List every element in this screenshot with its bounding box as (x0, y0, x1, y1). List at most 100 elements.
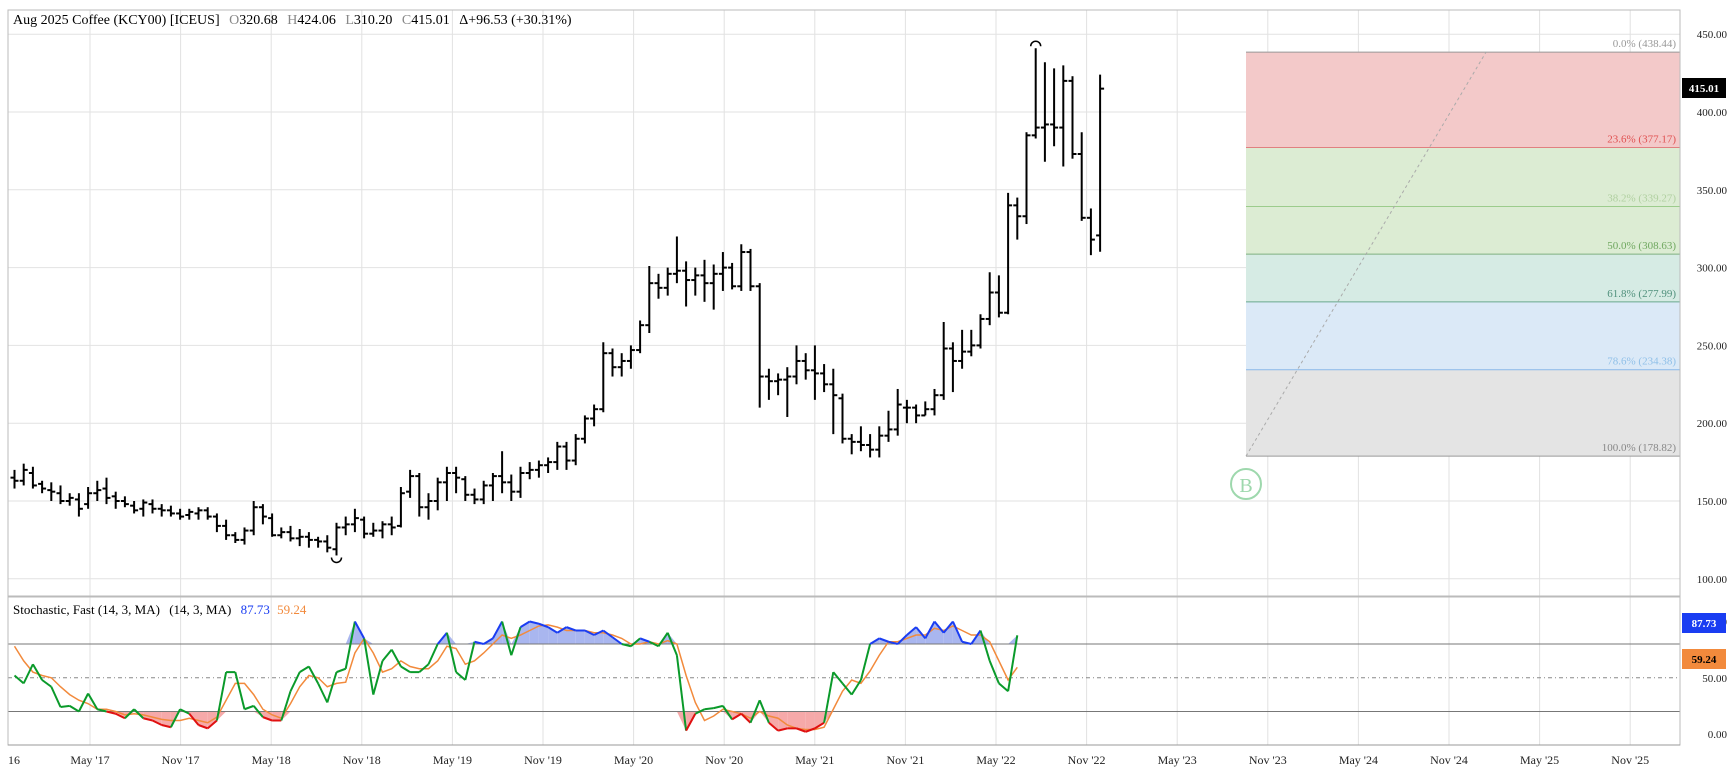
time-tick-label: May '25 (1520, 753, 1559, 767)
price-bar (562, 441, 571, 470)
price-tick-label: 150.00 (1697, 496, 1728, 508)
time-tick-label: May '20 (614, 753, 653, 767)
price-bar (332, 522, 341, 556)
stochastic-k-segment (299, 665, 310, 673)
stochastic-k-segment (317, 682, 329, 703)
price-bar (691, 267, 700, 296)
oversold-fill (805, 711, 815, 732)
stochastic-k-segment (280, 690, 292, 721)
stochastic-k-segment (556, 626, 568, 634)
price-bar (295, 529, 304, 547)
price-bar (571, 434, 580, 466)
price-bar (976, 314, 985, 349)
price-bar (525, 462, 534, 480)
price-bar (360, 516, 369, 539)
oversold-fill (750, 711, 760, 723)
buy-signal-icon (1230, 468, 1262, 500)
price-bar (829, 368, 838, 435)
price-bar (663, 267, 672, 296)
price-bar (74, 493, 83, 517)
overbought-fill (1008, 635, 1018, 644)
price-bar (553, 441, 562, 470)
overbought-fill (906, 627, 917, 644)
stochastic-k-segment (547, 626, 558, 634)
stochastic-k-segment (538, 622, 549, 629)
k-value-tag-label: 87.73 (1692, 618, 1717, 630)
stochastic-k-segment (474, 640, 484, 645)
stochastic-k-segment (749, 699, 761, 724)
stochastic-k-segment (758, 699, 770, 724)
stochastic-k-segment (850, 679, 862, 696)
price-bar (985, 272, 994, 326)
price-bar (176, 508, 185, 520)
price-bar (534, 460, 543, 478)
time-tick-label: Nov '17 (162, 753, 200, 767)
stochastic-k-segment (970, 629, 982, 645)
stochastic-k-segment (805, 727, 816, 733)
stochastic-k-segment (115, 712, 126, 720)
price-bar (737, 244, 746, 291)
stochastic-k-segment (740, 713, 752, 724)
fib-zone (1246, 206, 1680, 255)
stochastic-k-segment (593, 629, 604, 636)
stochastic-k-segment (372, 660, 384, 695)
time-tick-label: May '21 (795, 753, 834, 767)
stochastic-k-segment (823, 671, 835, 723)
overbought-fill (538, 623, 549, 644)
stochastic-k-segment (143, 717, 153, 722)
fib-level-label: 38.2% (339.27) (1607, 192, 1676, 204)
fib-level-label: 23.6% (377.17) (1607, 134, 1676, 146)
price-bar (240, 527, 249, 545)
last-price-tag-label: 415.01 (1689, 83, 1719, 95)
stochastic-k-segment (427, 643, 439, 665)
fibonacci-retracement: 0.0% (438.44) 23.6% (377.17) 38.2% (339.27… (1245, 38, 1680, 457)
stochastic-k-segment (215, 671, 228, 721)
stochastic-k-segment (814, 721, 825, 730)
overbought-fill (566, 627, 576, 644)
stochastic-k-segment (152, 719, 163, 726)
stochastic-k-segment (445, 632, 458, 673)
price-bar (1040, 62, 1049, 162)
stochastic-k-segment (455, 671, 466, 681)
price-bar (387, 516, 396, 536)
stochastic-k-segment (483, 637, 494, 645)
d-value-tag-label: 59.24 (1692, 654, 1717, 666)
price-bar (875, 426, 884, 458)
price-bar (764, 368, 773, 400)
price-bar (755, 283, 764, 408)
stochastic-k-segment (124, 708, 135, 719)
stochastic-k-segment (464, 641, 476, 681)
stochastic-k-segment (161, 724, 172, 729)
price-tick-label: 200.00 (1697, 418, 1728, 430)
price-bar (194, 507, 203, 520)
stochastic-k-segment (336, 667, 347, 674)
price-bar (277, 527, 286, 539)
d-value-tag (1682, 649, 1726, 669)
price-bar (994, 275, 1003, 318)
price-bar (93, 480, 102, 501)
stochastic-k-segment (906, 626, 917, 636)
price-bar (111, 491, 120, 509)
oversold-fill (198, 711, 208, 729)
price-bar (866, 434, 875, 458)
stochastic-k-segment (207, 719, 218, 730)
time-tick-label: Nov '23 (1249, 753, 1287, 767)
stochastic-k-segment (859, 643, 872, 681)
price-bar (856, 426, 865, 452)
stochastic-k-segment (400, 665, 411, 673)
time-tick-label: May '19 (433, 753, 472, 767)
time-tick-label: Nov '22 (1068, 753, 1106, 767)
price-bar (608, 348, 617, 377)
stochastic-k-segment (639, 637, 650, 643)
price-bar (84, 486, 93, 509)
stochastic-k-segment (234, 671, 246, 710)
price-bar (212, 513, 221, 533)
stochastic-k-segment (87, 692, 99, 710)
price-bar (847, 434, 856, 455)
price-bar (948, 342, 957, 393)
stochastic-k-segment (888, 640, 898, 645)
fib-zone (1246, 52, 1680, 148)
price-bar (28, 466, 37, 489)
price-bar (470, 488, 479, 505)
